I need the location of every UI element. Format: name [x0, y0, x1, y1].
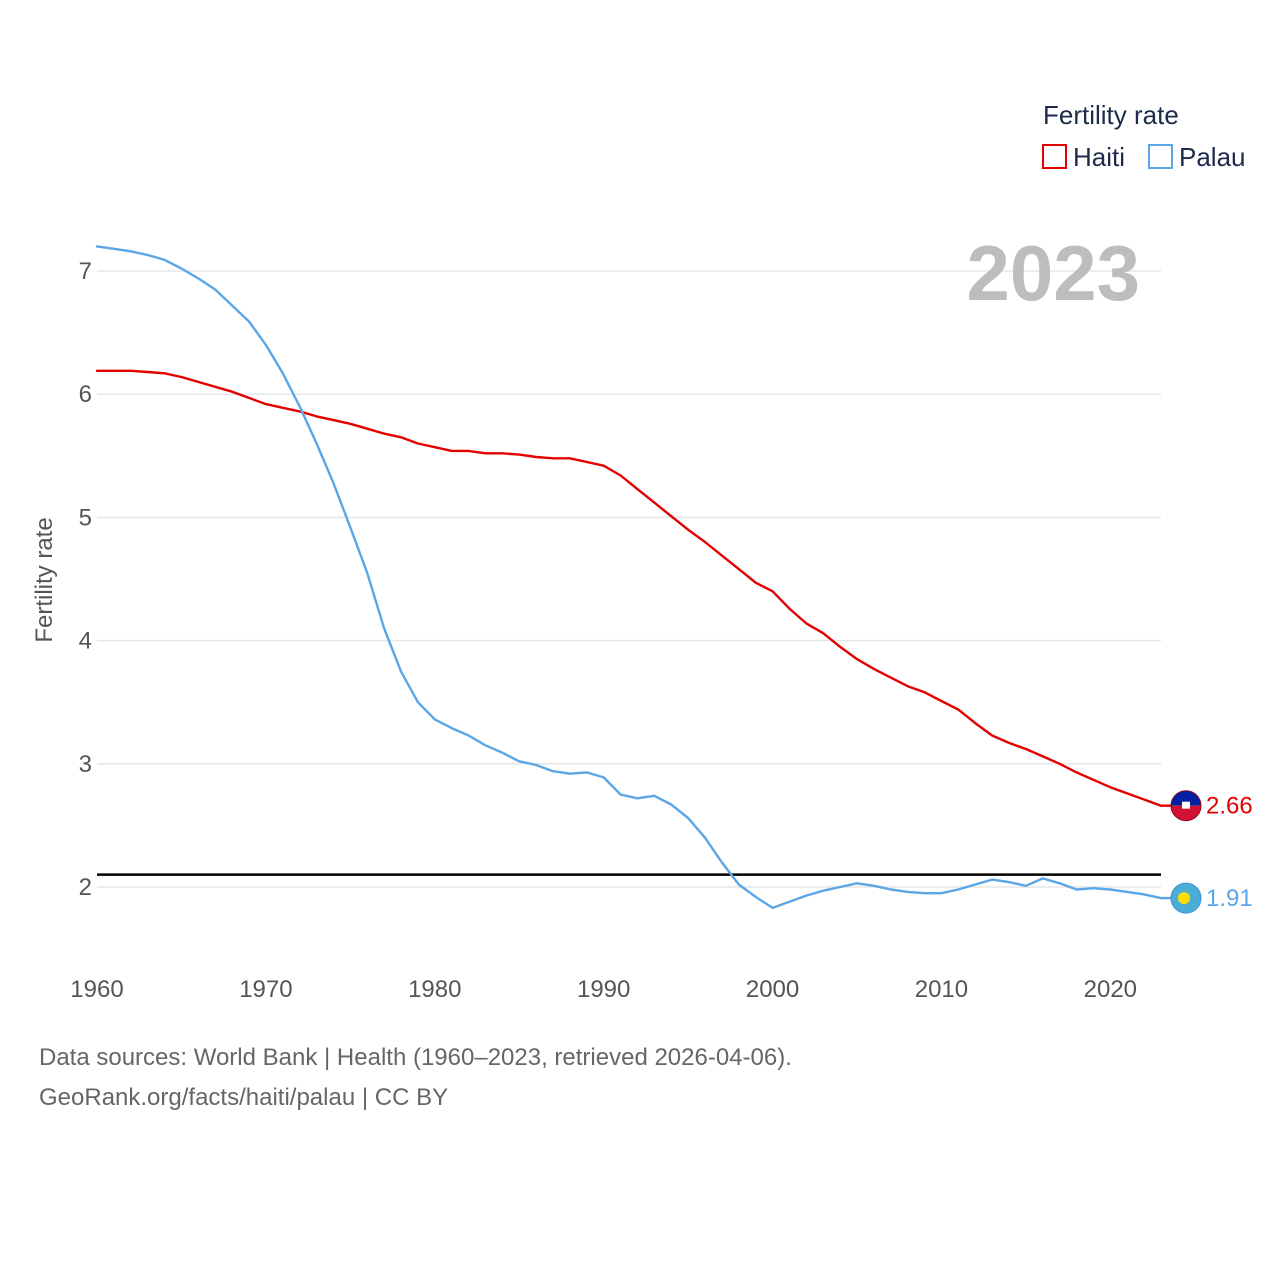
haiti-flag-body: [1171, 790, 1201, 821]
y-tick-label-7: 7: [79, 258, 92, 285]
x-tick-label-2010: 2010: [915, 976, 968, 1003]
y-tick-label-6: 6: [79, 381, 92, 408]
palau-flag-icon: [1170, 882, 1202, 914]
legend-swatch-haiti: [1042, 144, 1067, 169]
y-tick-label-4: 4: [79, 628, 92, 655]
x-tick-label-1970: 1970: [239, 976, 292, 1003]
series-line-palau: [95, 245, 1163, 910]
end-value-label-haiti: 2.66: [1206, 793, 1253, 820]
legend: Fertility rate Haiti Palau: [1042, 100, 1246, 172]
legend-swatch-palau: [1148, 144, 1173, 169]
x-tick-label-2020: 2020: [1084, 976, 1137, 1003]
year-label: 2023: [966, 229, 1140, 317]
haiti-flag-emblem: [1182, 801, 1190, 809]
legend-item-haiti[interactable]: Haiti: [1042, 142, 1125, 172]
legend-label-haiti: Haiti: [1073, 142, 1125, 172]
palau-flag-disc: [1178, 892, 1190, 905]
y-axis-label: Fertility rate: [31, 517, 58, 642]
haiti-flag-red-band: [1171, 805, 1201, 821]
x-tick-label-1960: 1960: [70, 976, 123, 1003]
gridlines: [97, 270, 1161, 888]
haiti-flag-icon: [1170, 790, 1202, 822]
haiti-flag-blue-band: [1171, 790, 1201, 806]
series-lines: [95, 245, 1163, 910]
y-tick-label-3: 3: [79, 751, 92, 778]
x-tick-label-1990: 1990: [577, 976, 630, 1003]
series-line-haiti: [95, 369, 1163, 807]
palau-flag-rim: [1170, 882, 1202, 914]
footer-sources: Data sources: World Bank | Health (1960–…: [39, 1044, 792, 1071]
haiti-flag-rim: [1170, 790, 1202, 822]
x-tick-label-1980: 1980: [408, 976, 461, 1003]
legend-item-palau[interactable]: Palau: [1148, 142, 1246, 172]
x-tick-label-2000: 2000: [746, 976, 799, 1003]
legend-label-palau: Palau: [1179, 142, 1246, 172]
footer-credit[interactable]: GeoRank.org/facts/haiti/palau | CC BY: [39, 1084, 449, 1111]
x-axis-ticks: 1960 1970 1980 1990 2000 2010 2020: [70, 976, 1137, 1003]
y-tick-label-5: 5: [79, 504, 92, 531]
legend-title: Fertility rate: [1043, 100, 1179, 130]
y-tick-label-2: 2: [79, 874, 92, 901]
end-value-label-palau: 1.91: [1206, 885, 1253, 912]
end-markers: 2.66 1.91: [1161, 790, 1253, 914]
y-axis-ticks: 2 3 4 5 6 7: [79, 258, 92, 901]
